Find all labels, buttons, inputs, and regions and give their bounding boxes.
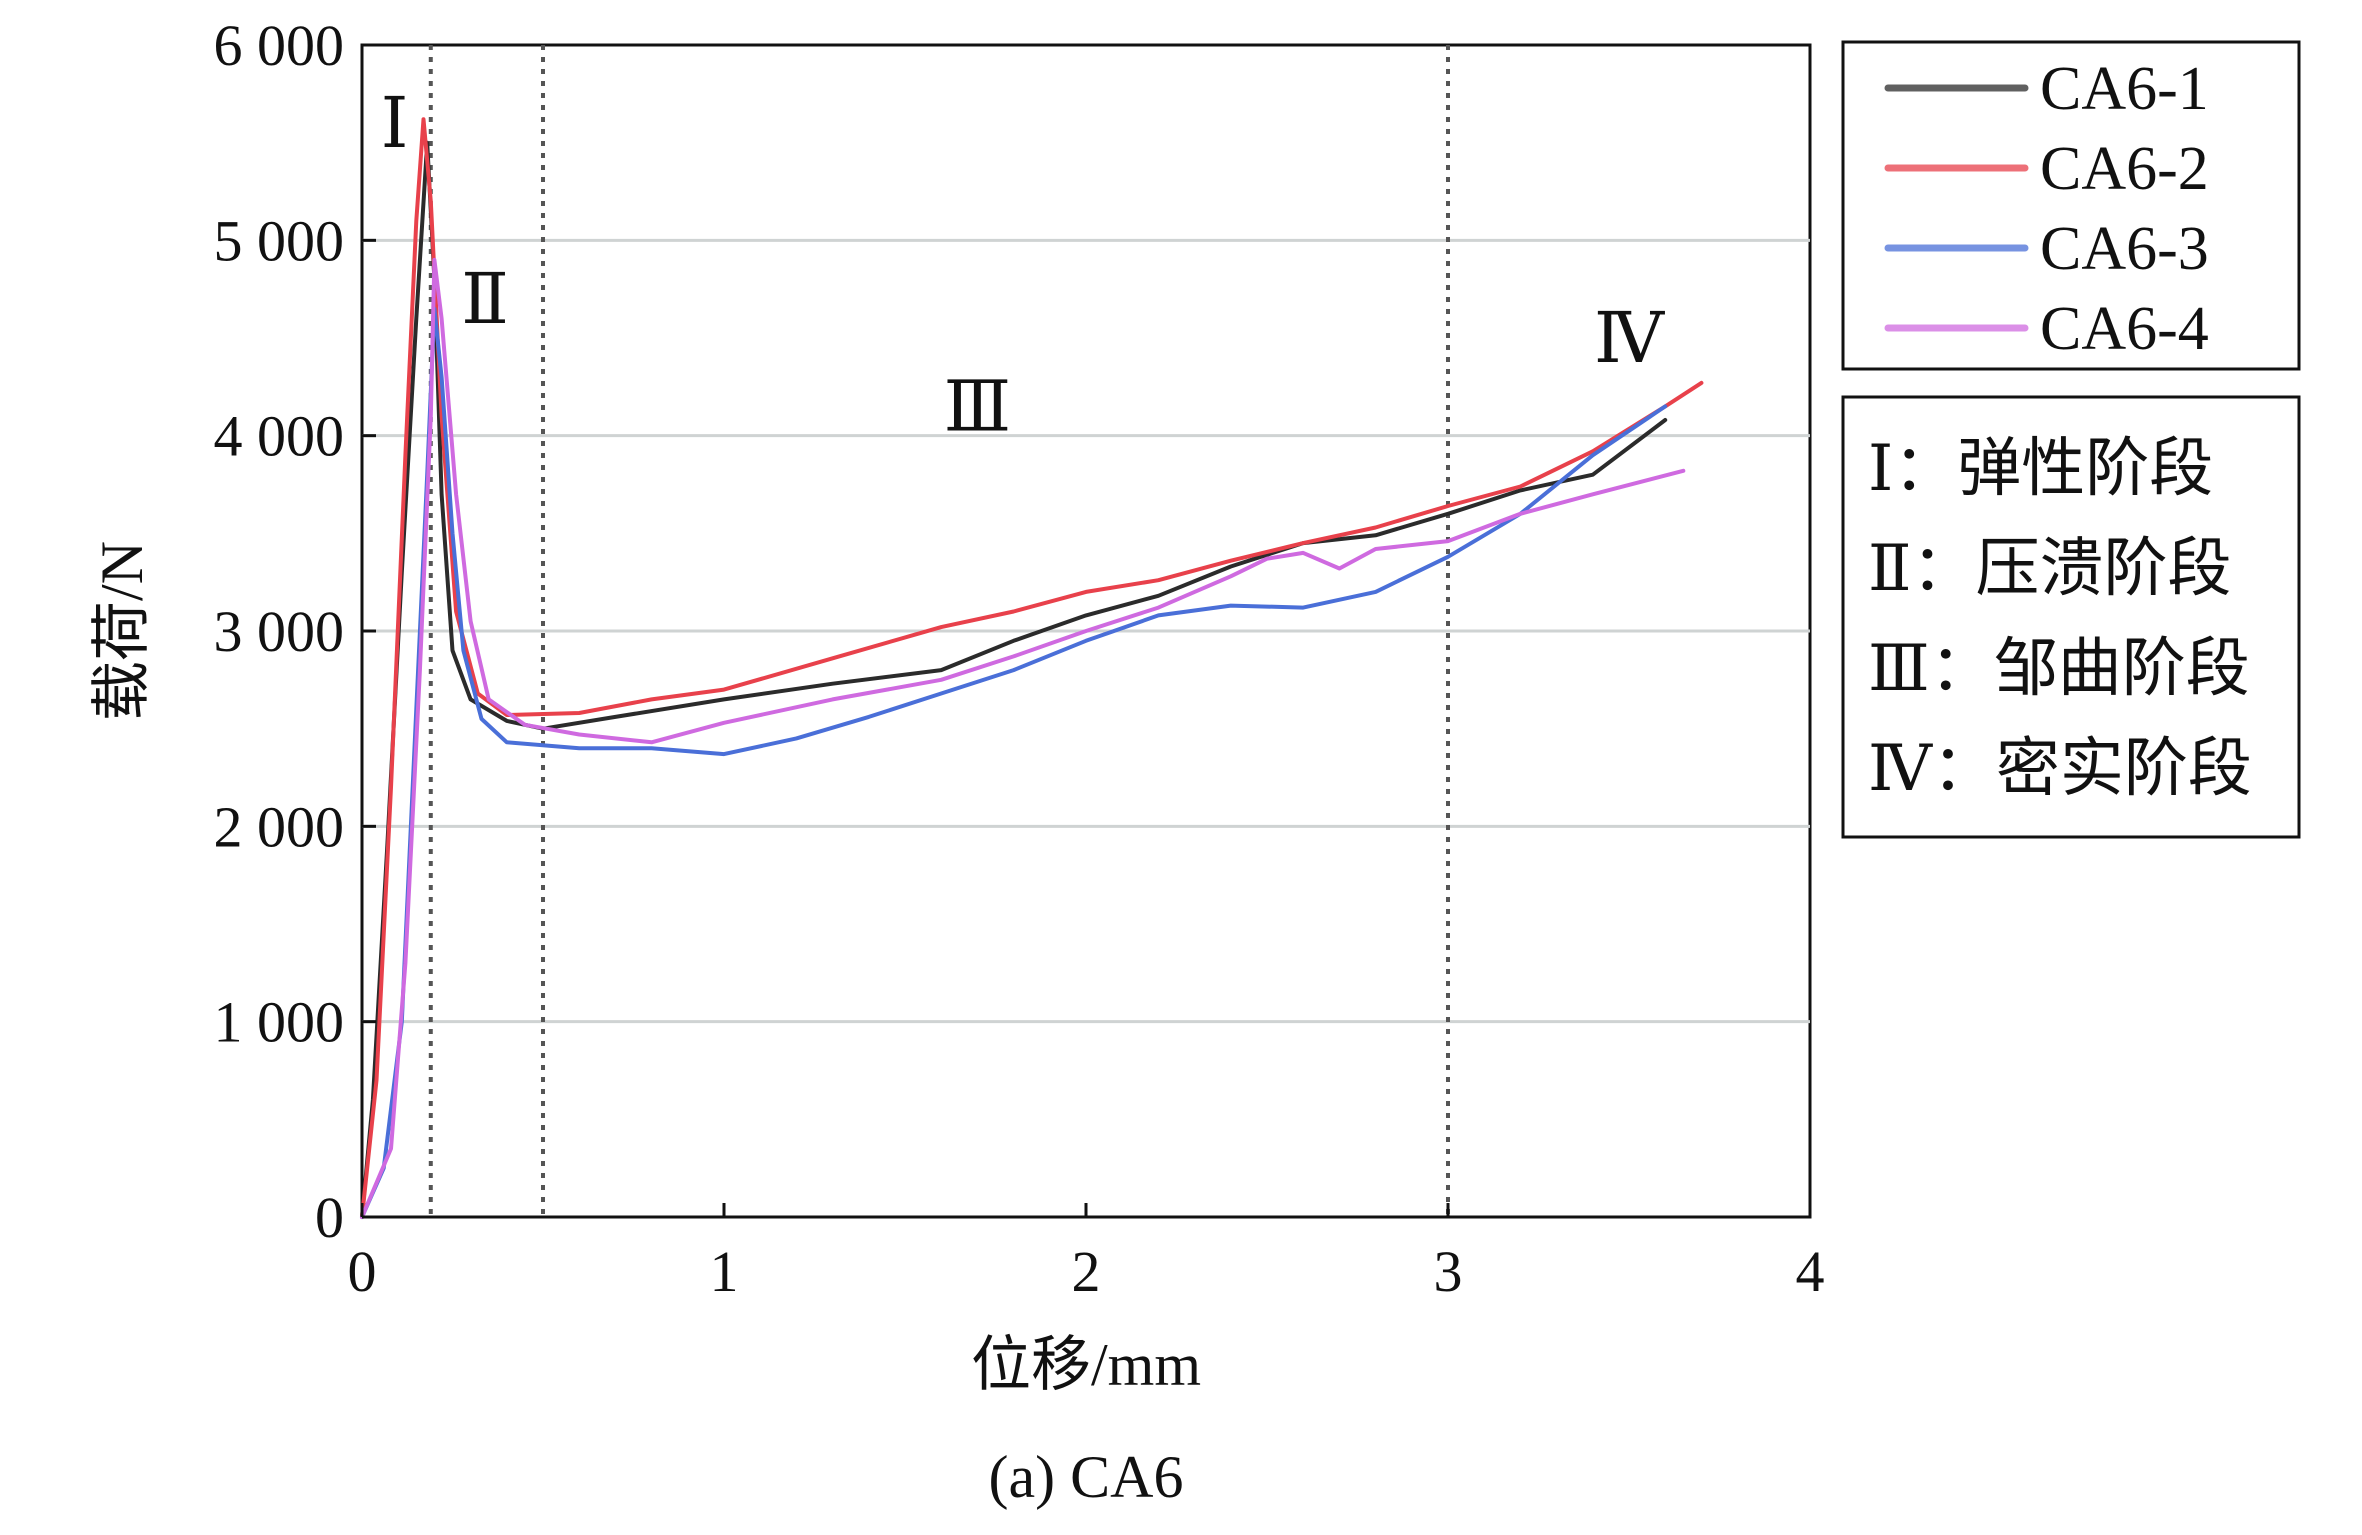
y-tick-label: 4 000 bbox=[214, 404, 345, 469]
stage-legend-entry: Ⅰ：弹性阶段 bbox=[1868, 433, 2213, 504]
stage-marker-4: Ⅳ bbox=[1594, 301, 1665, 378]
series-legend: CA6-1 CA6-2 CA6-3 CA6-4 bbox=[1841, 40, 2301, 371]
legend-label: CA6-4 bbox=[2040, 295, 2209, 363]
y-tick-label: 6 000 bbox=[214, 13, 345, 78]
stage-legend: Ⅰ：弹性阶段 Ⅱ：压溃阶段 Ⅲ：邹曲阶段 Ⅳ：密实阶段 bbox=[1841, 395, 2301, 839]
figure-caption: (a) CA6 bbox=[989, 1444, 1184, 1510]
x-tick-label: 3 bbox=[1434, 1239, 1463, 1304]
stage-legend-entry: Ⅱ：压溃阶段 bbox=[1868, 533, 2232, 604]
y-tick-label: 0 bbox=[315, 1185, 344, 1250]
series-lines bbox=[360, 117, 1704, 1219]
x-tick-label: 0 bbox=[348, 1239, 377, 1304]
stage-legend-entry: Ⅳ：密实阶段 bbox=[1868, 733, 2252, 804]
legend-label: CA6-2 bbox=[2040, 135, 2209, 203]
stage-markers: Ⅰ Ⅱ Ⅲ Ⅳ bbox=[381, 86, 1665, 446]
series-line-ca6-4 bbox=[360, 257, 1686, 1219]
legend-label: CA6-1 bbox=[2040, 55, 2209, 123]
x-axis-title: 位移/mm bbox=[971, 1332, 1201, 1398]
x-axis-ticks: 0 1 2 3 4 bbox=[348, 1203, 1825, 1304]
horizontal-gridlines bbox=[362, 238, 1810, 1024]
y-tick-label: 3 000 bbox=[214, 599, 345, 664]
x-tick-label: 1 bbox=[710, 1239, 739, 1304]
x-tick-label: 4 bbox=[1796, 1239, 1825, 1304]
series-line-ca6-1 bbox=[360, 140, 1668, 1219]
y-axis-title: 载荷/N bbox=[89, 541, 155, 721]
y-tick-label: 1 000 bbox=[214, 990, 345, 1055]
series-line-ca6-2 bbox=[360, 117, 1704, 1219]
y-tick-label: 2 000 bbox=[214, 794, 345, 859]
stage-legend-entry: Ⅲ：邹曲阶段 bbox=[1868, 633, 2250, 704]
legend-label: CA6-3 bbox=[2040, 215, 2209, 283]
y-tick-label: 5 000 bbox=[214, 208, 345, 273]
stage-marker-3: Ⅲ bbox=[944, 369, 1012, 446]
y-axis-ticks: 0 1 000 2 000 3 000 4 000 5 000 6 000 bbox=[214, 13, 376, 1250]
stage-marker-2: Ⅱ bbox=[461, 262, 509, 339]
stage-marker-1: Ⅰ bbox=[381, 86, 409, 163]
x-tick-label: 2 bbox=[1072, 1239, 1101, 1304]
